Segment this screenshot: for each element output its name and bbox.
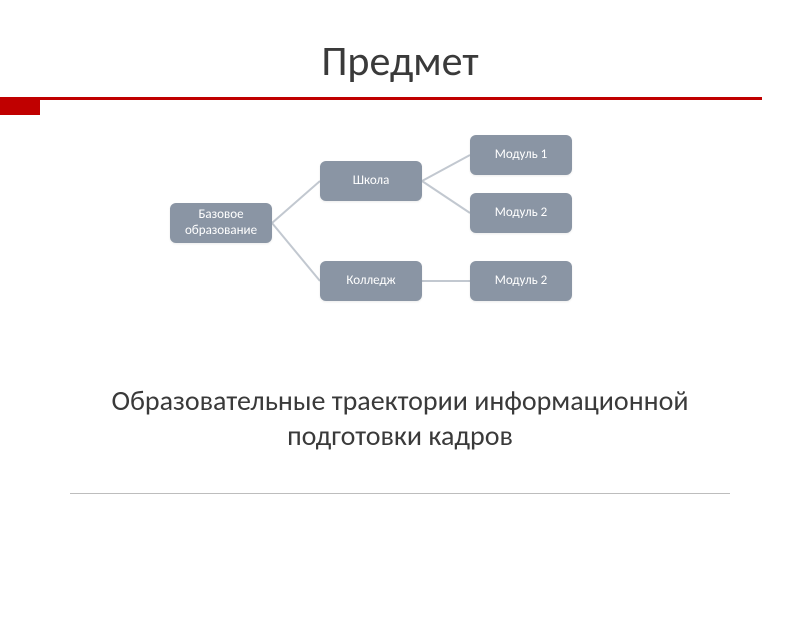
node-mod2a: Модуль 2 — [470, 193, 572, 233]
page-title: Предмет — [0, 36, 800, 87]
subtitle: Образовательные траектории информационно… — [60, 383, 740, 453]
edge-school-mod1 — [422, 155, 470, 181]
node-mod2b: Модуль 2 — [470, 261, 572, 301]
node-school: Школа — [320, 161, 422, 201]
edge-school-mod2a — [422, 181, 470, 213]
diagram: Базовоеобразование Школа Колледж Модуль 1 Мо… — [0, 135, 800, 335]
slide: Предмет Базовоеобразование Школа Колледж Мо… — [0, 36, 800, 636]
edge-base-school — [272, 181, 320, 223]
title-underline — [0, 97, 800, 115]
node-base: Базовоеобразование — [170, 203, 272, 243]
node-mod1: Модуль 1 — [470, 135, 572, 175]
edge-base-college — [272, 223, 320, 281]
bottom-rule — [70, 493, 730, 494]
accent-rule — [40, 97, 762, 100]
accent-block — [0, 97, 40, 115]
node-college: Колледж — [320, 261, 422, 301]
